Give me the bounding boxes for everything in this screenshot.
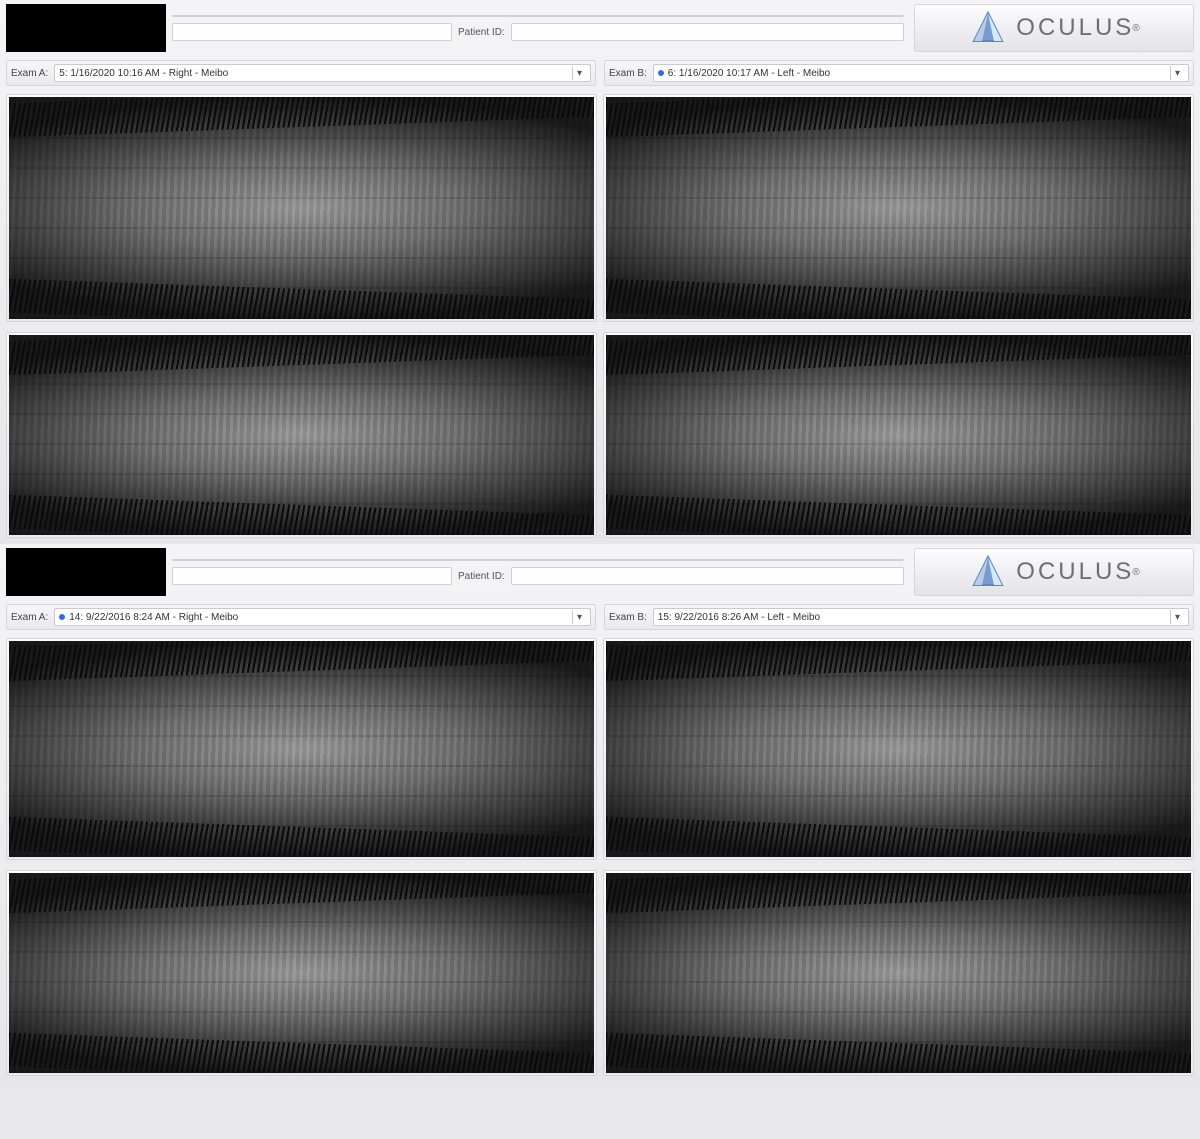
meibography-scan-image bbox=[9, 873, 594, 1073]
exam-label-a-seg0: Exam A: bbox=[11, 68, 48, 79]
meibography-scan-image bbox=[606, 873, 1191, 1073]
status-dot-icon bbox=[59, 614, 65, 620]
decoration bbox=[606, 641, 1191, 681]
decoration bbox=[9, 1033, 594, 1073]
chevron-down-icon[interactable]: ▾ bbox=[572, 66, 586, 80]
app-segment: Patient ID: OCULUS® Exam A: 14: 9/22/2016 8… bbox=[0, 544, 1200, 1082]
chevron-down-icon[interactable]: ▾ bbox=[572, 610, 586, 624]
brand-text-wrap: OCULUS® bbox=[1016, 14, 1139, 42]
decoration bbox=[606, 279, 1191, 319]
scan-panel bbox=[6, 94, 597, 322]
meibography-scan-image bbox=[606, 335, 1191, 535]
meibography-scan-image bbox=[9, 335, 594, 535]
patient-id-row: Patient ID: bbox=[172, 23, 904, 41]
chevron-down-icon[interactable]: ▾ bbox=[1170, 66, 1184, 80]
header-fields: Patient ID: bbox=[172, 15, 904, 41]
scan-panel bbox=[603, 332, 1194, 538]
scan-panel bbox=[603, 638, 1194, 860]
patient-id-label: Patient ID: bbox=[458, 27, 505, 38]
decoration bbox=[9, 335, 594, 375]
exam-label-b-seg0: Exam B: bbox=[609, 68, 647, 79]
patient-name-row: Patient ID: bbox=[6, 4, 904, 52]
dropdown-selected-text: 5: 1/16/2020 10:16 AM - Right - Meibo bbox=[59, 68, 572, 79]
brand-box: OCULUS® bbox=[914, 4, 1194, 52]
dropdown-value-wrap: 6: 1/16/2020 10:17 AM - Left - Meibo bbox=[658, 68, 1170, 79]
exam-dropdown-b-seg1[interactable]: 15: 9/22/2016 8:26 AM - Left - Meibo▾ bbox=[653, 608, 1189, 626]
decoration bbox=[9, 97, 594, 137]
redacted-name-block bbox=[6, 4, 166, 52]
brand-box: OCULUS® bbox=[914, 548, 1194, 596]
exam-selectors-row: Exam A: 5: 1/16/2020 10:16 AM - Right - M… bbox=[0, 60, 1200, 90]
meibography-scan-image bbox=[9, 97, 594, 319]
decoration bbox=[9, 873, 594, 913]
decoration bbox=[9, 279, 594, 319]
exam-label-b-seg1: Exam B: bbox=[609, 612, 647, 623]
patient-id-row: Patient ID: bbox=[172, 567, 904, 585]
brand-name: OCULUS bbox=[1016, 14, 1134, 41]
header-left: Patient ID: bbox=[6, 4, 904, 52]
brand-registered-icon: ® bbox=[1132, 23, 1139, 34]
exam-selector-a-seg0: Exam A: 5: 1/16/2020 10:16 AM - Right - M… bbox=[6, 60, 596, 86]
meibography-scan-image bbox=[606, 641, 1191, 857]
patient-extra-field[interactable] bbox=[172, 23, 452, 41]
app-segment: Patient ID: OCULUS® Exam A: 5: 1/16/2020 10… bbox=[0, 0, 1200, 544]
decoration bbox=[9, 495, 594, 535]
scan-panel bbox=[6, 332, 597, 538]
decoration bbox=[9, 817, 594, 857]
status-dot-icon bbox=[658, 70, 664, 76]
patient-name-row: Patient ID: bbox=[6, 548, 904, 596]
header-fields: Patient ID: bbox=[172, 559, 904, 585]
scan-row bbox=[0, 90, 1200, 328]
header: Patient ID: OCULUS® bbox=[0, 544, 1200, 604]
exam-dropdown-b-seg0[interactable]: 6: 1/16/2020 10:17 AM - Left - Meibo▾ bbox=[653, 64, 1189, 82]
exam-selectors-row: Exam A: 14: 9/22/2016 8:24 AM - Right - M… bbox=[0, 604, 1200, 634]
dropdown-selected-text: 14: 9/22/2016 8:24 AM - Right - Meibo bbox=[69, 612, 572, 623]
redacted-name-block bbox=[6, 548, 166, 596]
meibography-scan-image bbox=[606, 97, 1191, 319]
scan-panel bbox=[6, 870, 597, 1076]
brand-text-wrap: OCULUS® bbox=[1016, 558, 1139, 586]
patient-name-field[interactable] bbox=[172, 15, 904, 17]
exam-dropdown-a-seg0[interactable]: 5: 1/16/2020 10:16 AM - Right - Meibo▾ bbox=[54, 64, 591, 82]
scan-panel bbox=[6, 638, 597, 860]
decoration bbox=[606, 1033, 1191, 1073]
scan-panel bbox=[603, 94, 1194, 322]
brand-logo-icon bbox=[968, 11, 1008, 45]
dropdown-selected-text: 6: 1/16/2020 10:17 AM - Left - Meibo bbox=[668, 68, 1170, 79]
dropdown-value-wrap: 5: 1/16/2020 10:16 AM - Right - Meibo bbox=[59, 68, 572, 79]
patient-id-label: Patient ID: bbox=[458, 571, 505, 582]
dropdown-selected-text: 15: 9/22/2016 8:26 AM - Left - Meibo bbox=[658, 612, 1170, 623]
scan-row bbox=[0, 328, 1200, 544]
chevron-down-icon[interactable]: ▾ bbox=[1170, 610, 1184, 624]
exam-selector-a-seg1: Exam A: 14: 9/22/2016 8:24 AM - Right - M… bbox=[6, 604, 596, 630]
patient-id-field[interactable] bbox=[511, 567, 904, 585]
scan-row bbox=[0, 634, 1200, 866]
exam-selector-b-seg1: Exam B: 15: 9/22/2016 8:26 AM - Left - Me… bbox=[604, 604, 1194, 630]
brand-registered-icon: ® bbox=[1132, 567, 1139, 578]
decoration bbox=[606, 873, 1191, 913]
brand-name: OCULUS bbox=[1016, 558, 1134, 585]
meibography-scan-image bbox=[9, 641, 594, 857]
dropdown-value-wrap: 14: 9/22/2016 8:24 AM - Right - Meibo bbox=[59, 612, 572, 623]
patient-id-field[interactable] bbox=[511, 23, 904, 41]
header: Patient ID: OCULUS® bbox=[0, 0, 1200, 60]
patient-name-field[interactable] bbox=[172, 559, 904, 561]
scan-panel bbox=[603, 870, 1194, 1076]
decoration bbox=[606, 97, 1191, 137]
decoration bbox=[606, 817, 1191, 857]
exam-selector-b-seg0: Exam B: 6: 1/16/2020 10:17 AM - Left - Me… bbox=[604, 60, 1194, 86]
decoration bbox=[606, 335, 1191, 375]
exam-dropdown-a-seg1[interactable]: 14: 9/22/2016 8:24 AM - Right - Meibo▾ bbox=[54, 608, 591, 626]
patient-extra-field[interactable] bbox=[172, 567, 452, 585]
decoration bbox=[606, 495, 1191, 535]
decoration bbox=[9, 641, 594, 681]
header-left: Patient ID: bbox=[6, 548, 904, 596]
exam-label-a-seg1: Exam A: bbox=[11, 612, 48, 623]
dropdown-value-wrap: 15: 9/22/2016 8:26 AM - Left - Meibo bbox=[658, 612, 1170, 623]
scan-row bbox=[0, 866, 1200, 1082]
brand-logo-icon bbox=[968, 555, 1008, 589]
